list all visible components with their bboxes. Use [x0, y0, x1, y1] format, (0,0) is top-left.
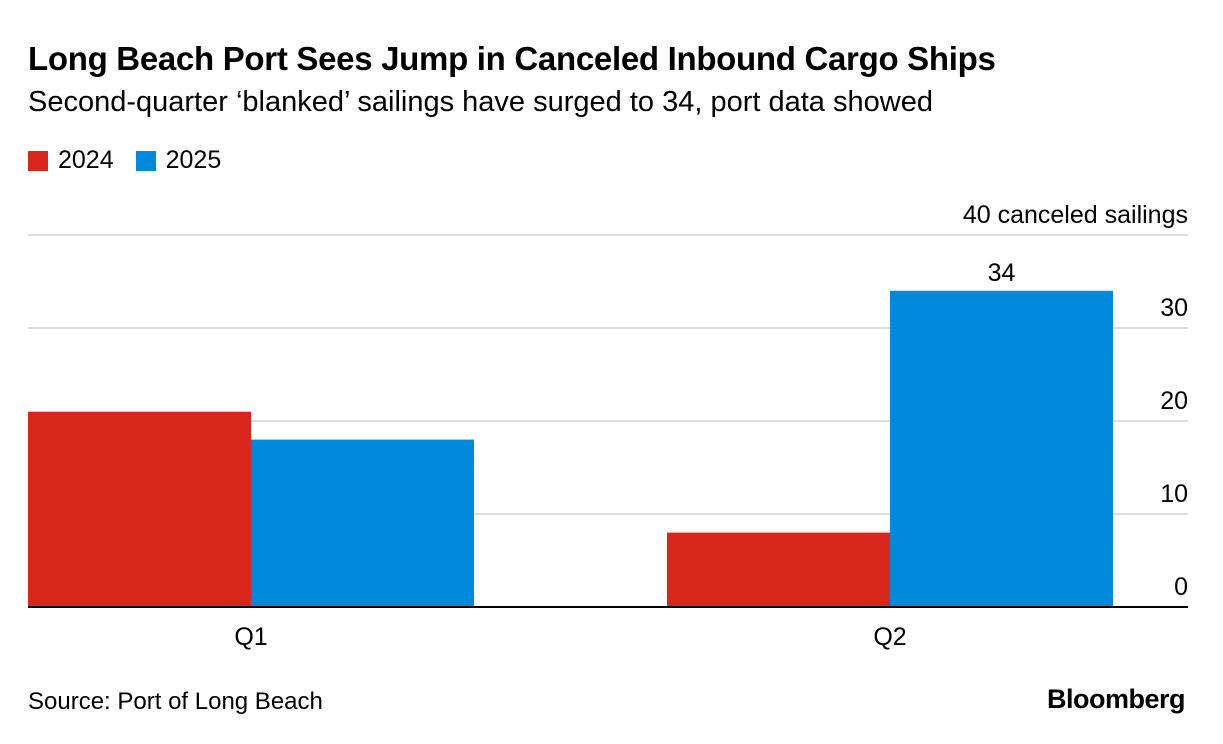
bar-q2-2024	[667, 532, 890, 607]
data-label-q2-2025: 34	[988, 259, 1016, 287]
legend-item-2024: 2024	[28, 146, 114, 175]
legend-label-2024: 2024	[58, 146, 114, 174]
y-tick-label-10: 10	[1160, 480, 1188, 508]
x-tick-label-q2: Q2	[873, 623, 906, 651]
y-tick-label-30: 30	[1160, 294, 1188, 322]
y-tick-label-0: 0	[1174, 573, 1188, 601]
bar-q2-2025	[890, 290, 1113, 607]
x-tick-label-q1: Q1	[234, 623, 267, 651]
legend-swatch-2025	[135, 150, 156, 171]
legend: 2024 2025	[28, 146, 243, 175]
legend-label-2025: 2025	[165, 146, 222, 174]
bar-q1-2024	[28, 411, 251, 607]
chart-subtitle: Second-quarter ‘blanked’ sailings have s…	[28, 86, 933, 118]
legend-swatch-2024	[28, 150, 48, 171]
bloomberg-logo: Bloomberg	[1046, 684, 1186, 714]
source-note: Source: Port of Long Beach	[28, 688, 323, 715]
y-tick-label-40: 40 canceled sailings	[963, 201, 1188, 229]
bar-q1-2025	[251, 439, 474, 607]
legend-item-2025: 2025	[135, 146, 222, 175]
y-tick-label-20: 20	[1160, 387, 1188, 415]
chart-title: Long Beach Port Sees Jump in Canceled In…	[28, 40, 996, 77]
